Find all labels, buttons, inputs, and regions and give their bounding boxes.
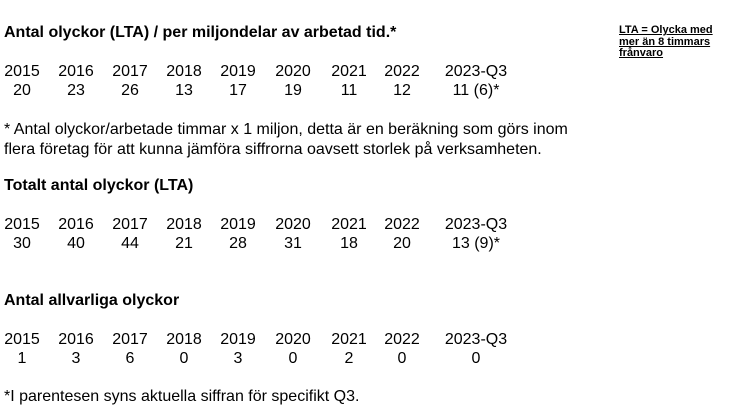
year-2021: 2021 bbox=[331, 331, 367, 348]
year-2015: 2015 bbox=[4, 331, 40, 348]
value-2018: 0 bbox=[179, 350, 189, 367]
year-2023-q3: 2023-Q3 bbox=[444, 216, 508, 233]
value-2016: 40 bbox=[67, 235, 85, 252]
rate-footnote-line-1: * Antal olyckor/arbetade timmar x 1 milj… bbox=[4, 121, 568, 138]
year-2017: 2017 bbox=[112, 63, 148, 80]
year-2018: 2018 bbox=[166, 216, 202, 233]
value-2021: 11 bbox=[340, 82, 358, 99]
year-2022: 2022 bbox=[384, 331, 420, 348]
lta-definition-line-2: mer än 8 timmars bbox=[619, 35, 711, 48]
year-2017: 2017 bbox=[112, 216, 148, 233]
year-2023-q3: 2023-Q3 bbox=[444, 63, 508, 80]
year-2018: 2018 bbox=[166, 63, 202, 80]
year-2015: 2015 bbox=[4, 216, 40, 233]
lta-definition-note: LTA = Olycka med mer än 8 timmars frånva… bbox=[619, 24, 741, 60]
value-2017: 26 bbox=[121, 82, 139, 99]
year-2022: 2022 bbox=[384, 63, 420, 80]
value-2018: 13 bbox=[175, 82, 193, 99]
value-2015: 1 bbox=[17, 350, 27, 367]
value-2016: 23 bbox=[67, 82, 85, 99]
value-2020: 31 bbox=[284, 235, 302, 252]
lta-definition-line-3: frånvaro bbox=[619, 47, 664, 59]
value-2019: 17 bbox=[229, 82, 247, 99]
value-2021: 2 bbox=[344, 350, 354, 367]
heading-serious-accidents: Antal allvarliga olyckor bbox=[4, 292, 180, 309]
value-2017: 44 bbox=[121, 235, 139, 252]
heading-total-lta: Totalt antal olyckor (LTA) bbox=[4, 177, 194, 194]
value-2015: 20 bbox=[13, 82, 31, 99]
value-2022: 12 bbox=[393, 82, 411, 99]
year-2015: 2015 bbox=[4, 63, 40, 80]
parenthesis-footnote: *I parentesen syns aktuella siffran för … bbox=[4, 388, 360, 405]
value-2020: 0 bbox=[288, 350, 298, 367]
value-2017: 6 bbox=[125, 350, 135, 367]
year-2019: 2019 bbox=[220, 331, 256, 348]
year-2016: 2016 bbox=[58, 331, 94, 348]
rate-footnote-line-2: flera företag för att kunna jämföra siff… bbox=[4, 141, 542, 158]
year-2017: 2017 bbox=[112, 331, 148, 348]
value-2021: 18 bbox=[340, 235, 358, 252]
year-2018: 2018 bbox=[166, 331, 202, 348]
year-2016: 2016 bbox=[58, 216, 94, 233]
year-2020: 2020 bbox=[275, 216, 311, 233]
year-2021: 2021 bbox=[331, 63, 367, 80]
value-2022: 0 bbox=[397, 350, 407, 367]
year-2019: 2019 bbox=[220, 63, 256, 80]
year-2022: 2022 bbox=[384, 216, 420, 233]
value-2019: 3 bbox=[233, 350, 243, 367]
value-2022: 20 bbox=[393, 235, 411, 252]
year-2023-q3: 2023-Q3 bbox=[444, 331, 508, 348]
lta-definition-line-1: LTA = Olycka med bbox=[619, 24, 713, 36]
value-2015: 30 bbox=[13, 235, 31, 252]
value-2020: 19 bbox=[284, 82, 302, 99]
value-2023-q3: 0 bbox=[471, 350, 481, 367]
year-2020: 2020 bbox=[275, 331, 311, 348]
value-2016: 3 bbox=[71, 350, 81, 367]
heading-lta-rate: Antal olyckor (LTA) / per miljondelar av… bbox=[4, 24, 397, 41]
value-2023-q3: 13 (9)* bbox=[451, 235, 501, 252]
rate-footnote: * Antal olyckor/arbetade timmar x 1 milj… bbox=[4, 120, 568, 160]
year-2019: 2019 bbox=[220, 216, 256, 233]
year-2016: 2016 bbox=[58, 63, 94, 80]
value-2019: 28 bbox=[229, 235, 247, 252]
year-2020: 2020 bbox=[275, 63, 311, 80]
value-2018: 21 bbox=[175, 235, 193, 252]
year-2021: 2021 bbox=[331, 216, 367, 233]
value-2023-q3: 11 (6)* bbox=[452, 82, 500, 99]
